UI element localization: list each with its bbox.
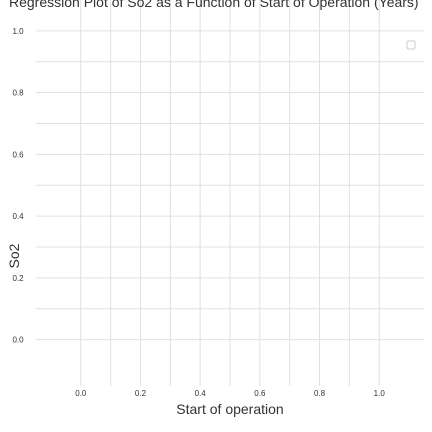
x-tick-label: 1.0 <box>374 389 386 398</box>
y-tick-label: 0.2 <box>12 274 24 283</box>
x-tick-label: 0.4 <box>195 389 207 398</box>
x-tick-label: 0.2 <box>135 389 147 398</box>
y-tick-label: 0.4 <box>12 212 24 221</box>
y-tick-label: 0.8 <box>12 89 24 98</box>
y-tick-label: 1.0 <box>12 27 24 36</box>
x-axis-label: Start of operation <box>176 401 283 417</box>
y-tick-labels: 0.0 0.2 0.4 0.6 0.8 1.0 <box>12 27 24 345</box>
y-tick-label: 0.6 <box>12 150 24 159</box>
chart-title: Regression Plot of So2 as a Function of … <box>9 0 419 10</box>
x-tick-label: 0.6 <box>254 389 266 398</box>
y-tick-label: 0.0 <box>12 336 24 345</box>
y-axis-label: So2 <box>6 243 22 268</box>
x-tick-label: 0.8 <box>314 389 326 398</box>
x-tick-labels: 0.0 0.2 0.4 0.6 0.8 1.0 <box>75 389 385 398</box>
grid <box>36 0 424 386</box>
x-tick-label: 0.0 <box>75 389 87 398</box>
legend-marker <box>406 40 416 50</box>
